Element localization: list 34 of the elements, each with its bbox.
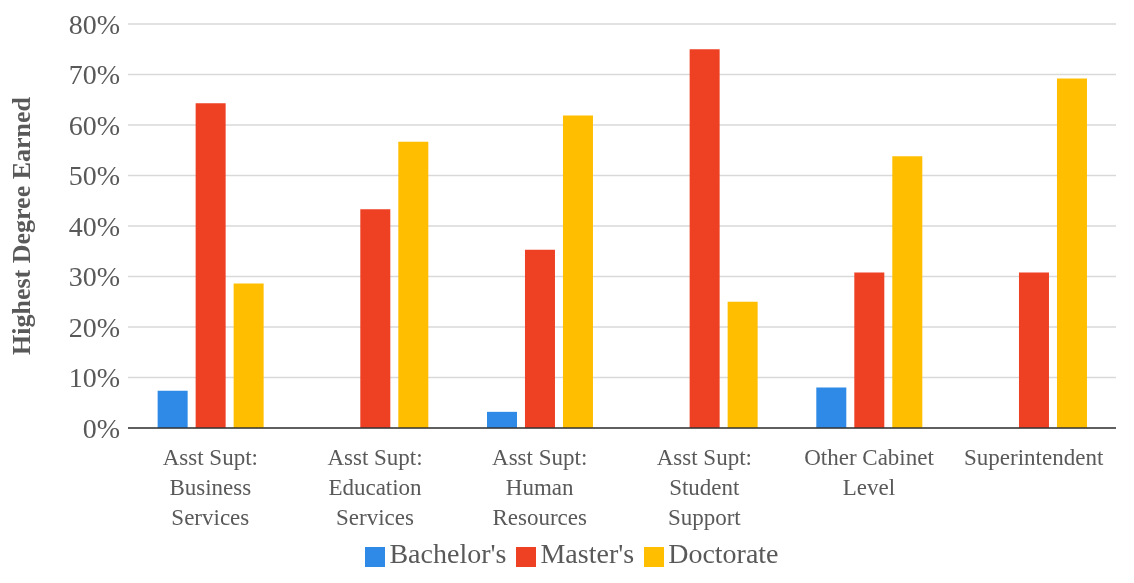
bar (486, 411, 517, 428)
y-tick-label: 20% (68, 311, 120, 343)
legend-label: Doctorate (668, 538, 779, 569)
bar (398, 141, 429, 428)
x-tick-label: Other Cabinet Level (804, 444, 935, 500)
y-tick-label: 10% (68, 362, 120, 394)
bar (816, 387, 847, 428)
bar (1018, 272, 1049, 428)
bar (727, 301, 758, 428)
y-tick-label: 70% (68, 59, 120, 91)
x-tick-label: Superintendent (964, 444, 1104, 470)
x-tick-label: Asst Supt: Business Services (162, 444, 258, 530)
y-tick-label: 80% (68, 8, 120, 40)
y-axis-title: Highest Degree Earned (7, 96, 37, 356)
legend-label: Master's (540, 538, 635, 569)
bar (360, 209, 391, 428)
x-tick-label: Asst Supt: Student Support (656, 444, 752, 530)
x-tick-label: Asst Supt: Human Resources (492, 444, 588, 530)
x-tick-label: Asst Supt: Education Services (327, 444, 423, 530)
bar (157, 390, 188, 428)
bar (233, 283, 264, 428)
bar (562, 115, 593, 428)
bar (195, 103, 226, 428)
y-tick-label: 50% (68, 160, 120, 192)
bar (524, 249, 555, 428)
bar (892, 156, 923, 428)
y-tick-label: 0% (82, 412, 120, 444)
bar (854, 272, 885, 428)
bar (1056, 78, 1087, 428)
y-tick-label: 40% (68, 210, 120, 242)
y-tick-label: 60% (68, 109, 120, 141)
legend-label: Bachelor's (389, 538, 507, 569)
y-tick-label: 30% (68, 261, 120, 293)
bar (689, 49, 720, 428)
